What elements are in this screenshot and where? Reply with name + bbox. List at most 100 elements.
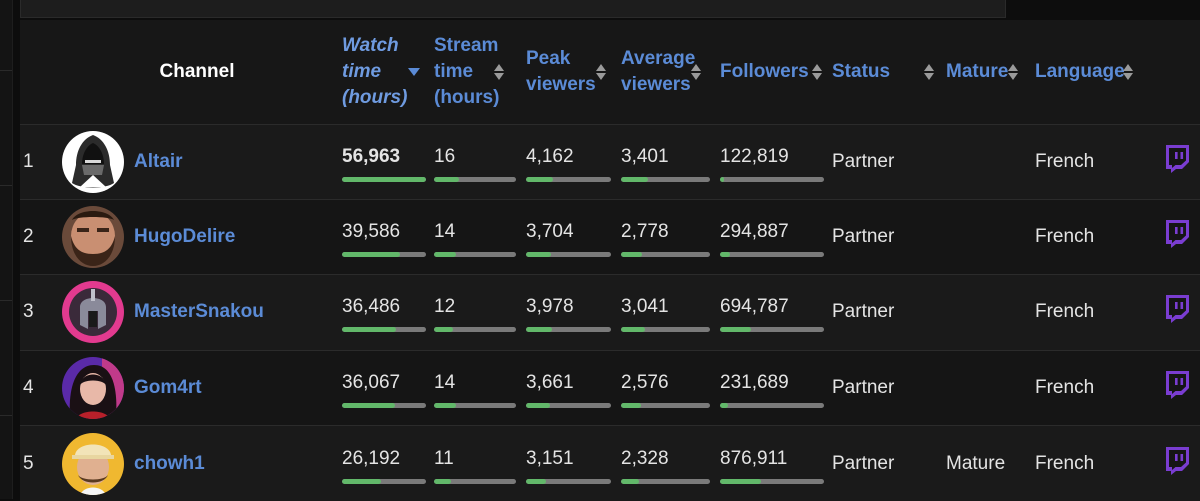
stream-time-value: 14: [434, 221, 456, 243]
peak-viewers-value: 3,661: [526, 371, 574, 393]
followers-bar-fill: [720, 327, 752, 333]
channel-name-link[interactable]: HugoDelire: [134, 226, 236, 248]
top-panel: [20, 0, 1006, 18]
sort-toggle-icon[interactable]: [596, 63, 606, 80]
peak-viewers-cell: 3,151: [526, 426, 621, 501]
twitch-icon[interactable]: [1163, 144, 1191, 174]
followers-cell: 122,819: [720, 124, 832, 199]
followers-value: 694,787: [720, 296, 789, 318]
avatar-spartan-helmet[interactable]: [62, 281, 124, 344]
stream-time-bar-fill: [434, 327, 453, 333]
language-value: French: [1035, 452, 1095, 474]
peak-viewers-bar-fill: [526, 176, 554, 182]
status-value: Partner: [832, 301, 895, 323]
sort-toggle-icon[interactable]: [494, 63, 504, 80]
mature-cell: [946, 124, 1035, 199]
stream-time-cell: 14: [434, 199, 526, 274]
rail-divider: [0, 185, 12, 186]
watch-time-cell: 36,067: [342, 350, 434, 425]
followers-value: 876,911: [720, 447, 788, 469]
sort-descending-icon[interactable]: [408, 67, 420, 76]
table-row[interactable]: 4 Gom4rt 36,067 14 3,661: [20, 350, 1200, 426]
followers-bar: [720, 176, 824, 182]
rank-number: 1: [23, 150, 34, 172]
peak-viewers-cell: 3,704: [526, 199, 621, 274]
column-header-language[interactable]: Language: [1035, 20, 1153, 124]
channel-name-link[interactable]: Altair: [134, 150, 183, 172]
table-row[interactable]: 3 MasterSnakou 36,486 12 3,978: [20, 274, 1200, 351]
followers-bar-fill: [720, 176, 725, 182]
stream-time-bar-fill: [434, 478, 452, 484]
watch-time-header-line: Watch: [342, 34, 399, 56]
peak-viewers-bar-fill: [526, 402, 550, 408]
average-viewers-cell: 3,041: [621, 275, 720, 350]
channel-cell: Gom4rt: [52, 350, 342, 425]
stream-time-value: 14: [434, 371, 456, 393]
column-header-watch-time[interactable]: Watch time (hours): [342, 20, 434, 124]
column-header-peak-viewers[interactable]: Peak viewers: [526, 20, 621, 124]
peak-viewers-cell: 3,978: [526, 275, 621, 350]
twitch-link-cell: [1153, 199, 1200, 274]
twitch-icon[interactable]: [1163, 219, 1191, 249]
column-header-average-viewers[interactable]: Average viewers: [621, 20, 720, 124]
stream-time-bar-fill: [434, 176, 460, 182]
peak-viewers-bar-fill: [526, 478, 547, 484]
sort-toggle-icon[interactable]: [1008, 63, 1018, 80]
peak-viewers-value: 3,151: [526, 447, 574, 469]
mature-cell: Mature: [946, 426, 1035, 501]
status-cell: Partner: [832, 426, 946, 501]
status-value: Partner: [832, 452, 895, 474]
peak-viewers-header-line: viewers: [526, 73, 596, 95]
stream-time-bar-fill: [434, 402, 457, 408]
avatar-man-with-cap[interactable]: [62, 432, 124, 495]
average-viewers-header-label: Average viewers: [621, 46, 695, 98]
header-row: Channel Watch time (hours) Stream time (…: [20, 20, 1200, 124]
stream-time-value: 11: [434, 447, 454, 469]
language-cell: French: [1035, 350, 1153, 425]
average-viewers-cell: 2,778: [621, 199, 720, 274]
language-header-label: Language: [1035, 60, 1125, 82]
avatar-bearded-man[interactable]: [62, 206, 124, 269]
status-value: Partner: [832, 376, 895, 398]
average-viewers-bar-fill: [621, 176, 648, 182]
channel-name-link[interactable]: MasterSnakou: [134, 301, 264, 323]
sort-toggle-icon[interactable]: [924, 63, 934, 80]
twitch-icon[interactable]: [1163, 446, 1191, 476]
language-cell: French: [1035, 275, 1153, 350]
column-header-stream-time[interactable]: Stream time (hours): [434, 20, 526, 124]
peak-viewers-value: 3,704: [526, 221, 574, 243]
table-row[interactable]: 5 chowh1 26,192 11 3,151: [20, 425, 1200, 501]
column-header-followers[interactable]: Followers: [720, 20, 832, 124]
watch-time-bar-fill: [342, 402, 395, 408]
column-header-channel[interactable]: Channel: [52, 20, 342, 124]
average-viewers-cell: 2,328: [621, 426, 720, 501]
rank-number: 4: [23, 376, 34, 398]
table-row[interactable]: 1 Altair 56,963 16 4,162: [20, 124, 1200, 200]
twitch-link-cell: [1153, 124, 1200, 199]
average-viewers-value: 3,041: [621, 296, 669, 318]
sort-toggle-icon[interactable]: [691, 63, 701, 80]
stream-time-cell: 16: [434, 124, 526, 199]
rank-number: 3: [23, 301, 34, 323]
watch-time-value: 26,192: [342, 447, 401, 469]
column-header-mature[interactable]: Mature: [946, 20, 1035, 124]
sort-toggle-icon[interactable]: [1123, 63, 1133, 80]
sort-toggle-icon[interactable]: [812, 63, 822, 80]
rank-cell: 4: [20, 350, 52, 425]
channel-name-link[interactable]: Gom4rt: [134, 376, 202, 398]
channel-name-link[interactable]: chowh1: [134, 452, 205, 474]
twitch-icon[interactable]: [1163, 294, 1191, 324]
mature-header-label: Mature: [946, 60, 1009, 82]
twitch-icon[interactable]: [1163, 370, 1191, 400]
column-header-status[interactable]: Status: [832, 20, 946, 124]
average-viewers-cell: 3,401: [621, 124, 720, 199]
stream-time-header-line: (hours): [434, 86, 500, 108]
avatar-dark-haired-woman[interactable]: [62, 356, 124, 419]
stream-time-bar-fill: [434, 252, 457, 258]
status-value: Partner: [832, 226, 895, 248]
table-row[interactable]: 2 HugoDelire 39,586 14 3,704: [20, 199, 1200, 275]
watch-time-header-line: time: [342, 60, 382, 82]
avatar-hooded-assassin[interactable]: [62, 130, 124, 193]
channel-cell: Altair: [52, 124, 342, 199]
peak-viewers-value: 4,162: [526, 145, 574, 167]
